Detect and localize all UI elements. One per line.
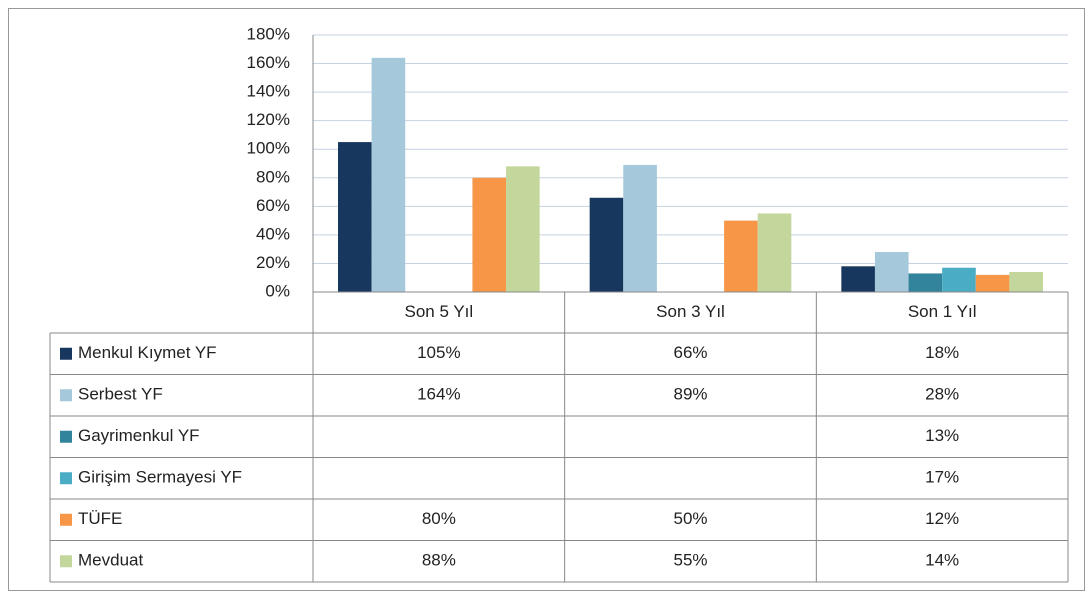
bar [623, 164, 657, 292]
bar [942, 267, 976, 292]
data-label: 28% [925, 385, 959, 404]
y-tick-label: 60% [256, 196, 290, 215]
legend-key [60, 513, 72, 526]
data-label: 13% [925, 426, 959, 445]
data-label: 17% [925, 468, 959, 487]
bar [757, 213, 792, 292]
data-label: 50% [673, 509, 707, 528]
legend-label: Serbest YF [78, 385, 163, 404]
bar [506, 166, 540, 292]
data-label: 14% [925, 551, 959, 570]
legend-key [60, 347, 72, 360]
data-label: 80% [422, 509, 456, 528]
data-label: 12% [925, 509, 959, 528]
data-label: 55% [673, 551, 707, 570]
bar [724, 220, 758, 292]
bar [589, 197, 624, 292]
legend-label: Mevduat [78, 551, 143, 570]
bar [338, 142, 372, 292]
y-tick-label: 140% [247, 82, 290, 101]
bar [841, 266, 875, 292]
legend-key [60, 555, 72, 568]
x-tick-label: Son 3 Yıl [656, 302, 725, 321]
legend-key [60, 389, 72, 402]
data-label: 89% [673, 385, 707, 404]
data-label: 18% [925, 343, 959, 362]
legend-key [60, 430, 72, 443]
bar [874, 252, 909, 292]
legend-label: TÜFE [78, 509, 122, 528]
y-tick-label: 40% [256, 224, 290, 243]
bar [908, 273, 943, 292]
data-label: 88% [422, 551, 456, 570]
bar [472, 177, 507, 292]
y-tick-label: 0% [265, 281, 290, 300]
y-tick-label: 180% [247, 24, 290, 43]
x-tick-label: Son 5 Yıl [404, 302, 473, 321]
bar [1009, 272, 1043, 292]
legend-label: Gayrimenkul YF [78, 426, 200, 445]
y-tick-label: 80% [256, 167, 290, 186]
legend-label: Girişim Sermayesi YF [78, 468, 242, 487]
y-tick-label: 20% [256, 253, 290, 272]
y-tick-label: 120% [247, 110, 290, 129]
y-tick-label: 160% [247, 53, 290, 72]
legend-key [60, 472, 72, 485]
data-label: 164% [417, 385, 460, 404]
bar [975, 274, 1010, 292]
data-label: 66% [673, 343, 707, 362]
bar [371, 57, 406, 292]
chart-frame [8, 8, 1085, 591]
x-tick-label: Son 1 Yıl [908, 302, 977, 321]
y-tick-label: 100% [247, 139, 290, 158]
legend-label: Menkul Kıymet YF [78, 343, 217, 362]
data-label: 105% [417, 343, 460, 362]
